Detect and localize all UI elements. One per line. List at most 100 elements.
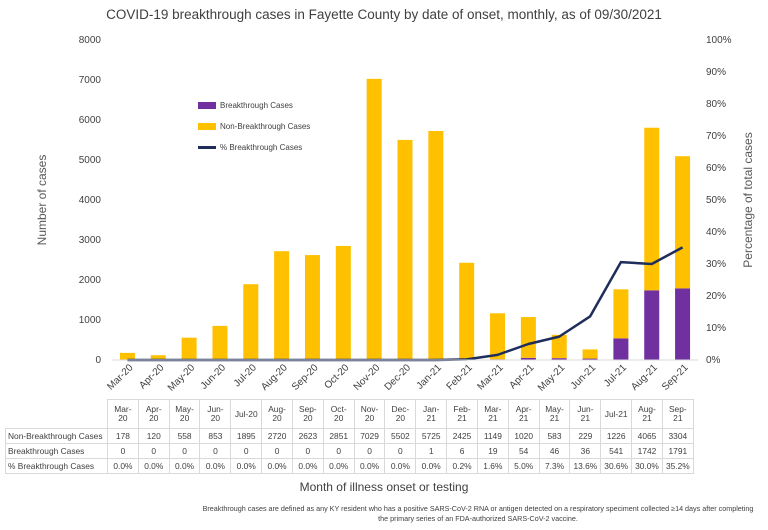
table-cell: 0.0% <box>353 458 386 474</box>
bar-non-breakthrough <box>335 245 351 360</box>
footnote: Breakthrough cases are defined as any KY… <box>202 504 754 523</box>
table-cell: 6 <box>446 443 478 459</box>
x-tick-label: May-20 <box>166 362 198 394</box>
table-cell: 229 <box>569 428 602 444</box>
bar-non-breakthrough <box>459 262 475 360</box>
x-tick-label: May-21 <box>536 362 568 394</box>
table-cell: 0 <box>107 443 139 459</box>
table-cell: 1742 <box>631 443 663 459</box>
bar-non-breakthrough <box>212 325 228 360</box>
table-cell: 0 <box>291 443 324 459</box>
table-row: Non-Breakthrough Cases 178 120 558 853 1895 27… <box>5 428 694 444</box>
table-cell: 0 <box>261 443 293 459</box>
bar-non-breakthrough <box>428 130 444 360</box>
table-header-cell: Sep- 20 <box>291 399 324 429</box>
x-tick-label: Aug-21 <box>629 362 660 393</box>
table-cell: 2851 <box>322 428 355 444</box>
table-cell: 35.2% <box>661 458 694 474</box>
x-tick-label: Apr-20 <box>137 362 166 391</box>
y-tick-label: 5000 <box>79 155 102 166</box>
y-tick-label: 7000 <box>79 75 102 86</box>
legend-swatch-breakthrough <box>198 102 216 109</box>
table-cell: 0 <box>322 443 355 459</box>
table-cell: 2720 <box>261 428 293 444</box>
bar-non-breakthrough <box>366 78 382 360</box>
table-cell: 0.0% <box>230 458 263 474</box>
y2-tick-label: 80% <box>706 99 726 110</box>
table-cell: 1895 <box>230 428 263 444</box>
y-tick-label: 3000 <box>79 235 102 246</box>
bar-non-breakthrough <box>520 317 536 358</box>
table-cell: 36 <box>569 443 602 459</box>
y2-tick-label: 30% <box>706 259 726 270</box>
table-cell: 1226 <box>600 428 633 444</box>
bar-non-breakthrough <box>551 334 567 359</box>
bar-non-breakthrough <box>304 255 320 360</box>
bar-breakthrough <box>644 290 660 360</box>
table-cell: 0 <box>199 443 232 459</box>
x-tick-label: Mar-21 <box>475 362 505 392</box>
table-header-cell: Oct- 20 <box>322 399 355 429</box>
table-cell: 1791 <box>661 443 694 459</box>
table-corner <box>5 399 108 429</box>
table-cell: 30.0% <box>631 458 663 474</box>
table-cell: 4065 <box>631 428 663 444</box>
bar-breakthrough <box>582 358 598 360</box>
table-cell: 7029 <box>353 428 386 444</box>
table-row-label: % Breakthrough Cases <box>5 458 108 474</box>
x-tick-label: Nov-20 <box>352 362 383 393</box>
table-cell: 558 <box>168 428 201 444</box>
y2-tick-label: 0% <box>706 355 721 366</box>
chart-title: COVID-19 breakthrough cases in Fayette C… <box>106 7 662 22</box>
table-cell: 5725 <box>415 428 448 444</box>
table-header-cell: Mar- 20 <box>107 399 139 429</box>
table-cell: 5502 <box>384 428 417 444</box>
table-header-row: Mar- 20 Apr- 20 May- 20 Jun- 20 Jul-20 Aug- 20 Sep-… <box>5 399 694 429</box>
table-cell: 0 <box>230 443 263 459</box>
y-tick-label: 1000 <box>79 315 102 326</box>
y2-tick-label: 70% <box>706 131 726 142</box>
y2-tick-label: 20% <box>706 291 726 302</box>
y2-tick-label: 90% <box>706 67 726 78</box>
bar-breakthrough <box>675 288 691 360</box>
table-cell: 1 <box>415 443 448 459</box>
legend-label-breakthrough: Breakthrough Cases <box>220 101 293 110</box>
bar-non-breakthrough <box>644 127 660 291</box>
bar-non-breakthrough <box>243 284 259 360</box>
y2-tick-label: 40% <box>706 227 726 238</box>
table-header-cell: Dec- 20 <box>384 399 417 429</box>
table-cell: 0.0% <box>261 458 293 474</box>
table-header-cell: Jul-20 <box>230 399 263 429</box>
table-header-cell: Jun- 21 <box>569 399 602 429</box>
table-cell: 0.0% <box>107 458 139 474</box>
x-tick-label: Feb-21 <box>445 362 475 392</box>
y-tick-label: 4000 <box>79 195 102 206</box>
table-header-cell: May- 21 <box>538 399 571 429</box>
table-cell: 178 <box>107 428 139 444</box>
x-tick-label: Sep-21 <box>660 362 691 393</box>
x-tick-label: Jul-21 <box>602 362 629 389</box>
bar-non-breakthrough <box>675 156 691 289</box>
legend-item-breakthrough: Breakthrough Cases <box>198 101 293 110</box>
table-header-cell: Nov- 20 <box>353 399 386 429</box>
legend-item-non-breakthrough: Non-Breakthrough Cases <box>198 122 310 131</box>
table-header-cell: Sep- 21 <box>661 399 694 429</box>
x-tick-label: Jun-20 <box>199 362 229 392</box>
table-cell: 0.0% <box>168 458 201 474</box>
table-cell: 2425 <box>446 428 478 444</box>
table-cell: 583 <box>538 428 571 444</box>
bar-breakthrough <box>551 358 567 360</box>
table-cell: 1.6% <box>476 458 509 474</box>
table-cell: 2623 <box>291 428 324 444</box>
table-header-cell: Jul-21 <box>600 399 633 429</box>
table-cell: 5.0% <box>507 458 540 474</box>
legend-swatch-non-breakthrough <box>198 123 216 130</box>
table-header-cell: May- 20 <box>168 399 201 429</box>
y2-axis-title: Percentage of total cases <box>741 132 755 267</box>
table-cell: 3304 <box>661 428 694 444</box>
table-cell: 1149 <box>476 428 509 444</box>
table-cell: 19 <box>476 443 509 459</box>
table-cell: 0 <box>137 443 170 459</box>
y-tick-label: 2000 <box>79 275 102 286</box>
table-cell: 13.6% <box>569 458 602 474</box>
